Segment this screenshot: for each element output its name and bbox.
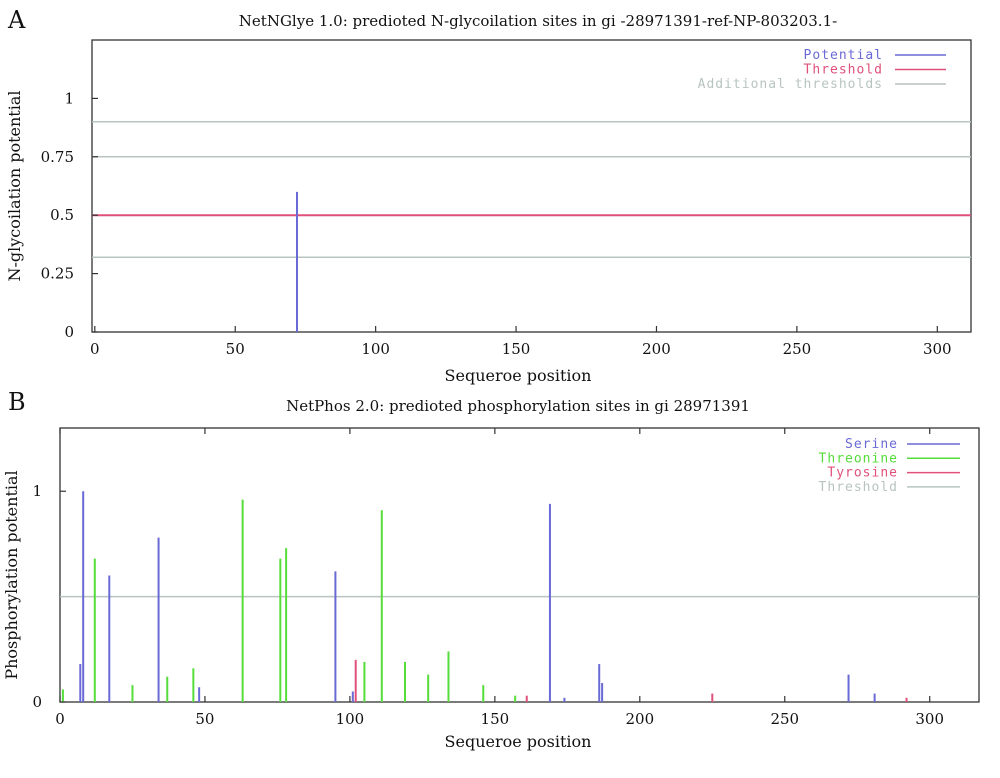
- panel-b-title: NetPhos 2.0: predioted phosphorylation s…: [286, 397, 750, 415]
- x-tick-label-300: 300: [923, 340, 952, 358]
- panel-b-y-axis-label: Phosphorylation potential: [2, 470, 21, 679]
- y-tick-label-0-75: 0.75: [41, 148, 74, 166]
- y-tick-label-0-5: 0.5: [50, 206, 74, 224]
- legend-label-tyrosine: Tyrosine: [827, 466, 898, 481]
- legend-label-additional-thresholds: Additional thresholds: [698, 77, 883, 92]
- panel-a-threshold-lines: [92, 121, 971, 258]
- panel-b-bars: [61, 491, 908, 702]
- x-tick-label-50: 50: [195, 710, 214, 728]
- x-tick-label-200: 200: [642, 340, 671, 358]
- x-tick-label-50: 50: [226, 340, 245, 358]
- x-tick-label-100: 100: [361, 340, 390, 358]
- panel-b-x-ticks: 0 50 100 150 200 250 300: [55, 428, 944, 728]
- legend-label-threshold: Threshold: [819, 480, 898, 495]
- panel-a-y-ticks: 0 0.25 0.5 0.75 1: [41, 89, 98, 341]
- x-tick-label-250: 250: [770, 710, 799, 728]
- x-tick-label-150: 150: [481, 710, 510, 728]
- panel-b-y-ticks: 01: [32, 482, 66, 711]
- x-tick-label-100: 100: [336, 710, 365, 728]
- panel-a-y-axis-label: N-glycoilation potential: [5, 90, 24, 281]
- panel-a-title: NetNGlye 1.0: predioted N-glycoilation s…: [239, 12, 837, 30]
- x-tick-label-150: 150: [502, 340, 531, 358]
- legend-label-threshold: Threshold: [804, 63, 883, 78]
- legend-label-threonine: Threonine: [819, 451, 898, 466]
- panel-a-x-ticks: 0 50 100 150 200 250 300: [90, 326, 952, 358]
- x-tick-label-200: 200: [625, 710, 654, 728]
- panel-b-phosphorylation-chart: B NetPhos 2.0: predioted phosphorylation…: [2, 388, 980, 751]
- legend-label-potential: Potential: [804, 48, 883, 63]
- x-tick-label-250: 250: [783, 340, 812, 358]
- x-tick-label-0: 0: [55, 710, 65, 728]
- panel-a-n-glycosylation-chart: A NetNGlye 1.0: predioted N-glycoilation…: [5, 6, 972, 385]
- y-tick-label-0-25: 0.25: [41, 265, 74, 283]
- x-tick-label-300: 300: [915, 710, 944, 728]
- panel-b-letter: B: [8, 388, 26, 416]
- y-tick-label-0: 0: [64, 323, 74, 341]
- panel-a-x-axis-label: Sequeroe position: [445, 366, 592, 385]
- y-tick-label-1: 1: [64, 89, 74, 107]
- panel-a-plot-frame: [91, 39, 972, 333]
- panel-b-x-axis-label: Sequeroe position: [445, 732, 592, 751]
- y-tick-label-1: 1: [32, 482, 42, 500]
- panel-a-letter: A: [7, 6, 26, 34]
- panel-b-plot-frame: [59, 427, 980, 703]
- x-tick-label-0: 0: [90, 340, 100, 358]
- y-tick-label-0: 0: [32, 693, 42, 711]
- legend-label-serine: Serine: [845, 437, 898, 452]
